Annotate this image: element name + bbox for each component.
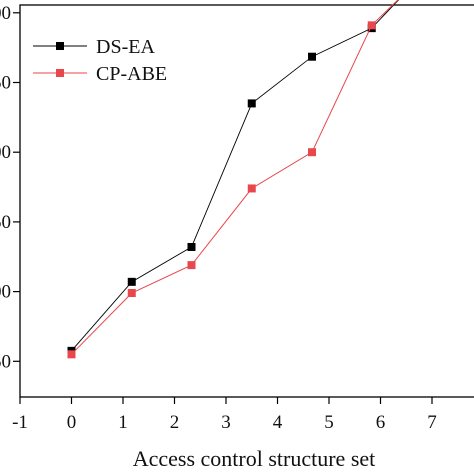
data-point-cp-abe <box>67 350 76 359</box>
y-tick-label: 300 <box>0 3 11 24</box>
data-point-cp-abe <box>247 184 256 193</box>
x-tick-label: 1 <box>118 412 128 433</box>
y-tick-label: 150 <box>0 212 11 233</box>
x-axis-title: Access control structure set <box>133 446 376 471</box>
x-tick-label: 2 <box>170 412 180 433</box>
y-tick-label: 50 <box>0 351 11 372</box>
plot-frame <box>19 4 474 398</box>
x-tick-label: -1 <box>12 412 28 433</box>
data-point-cp-abe <box>127 288 136 297</box>
x-tick-label: 4 <box>273 412 283 433</box>
y-tick-label: 200 <box>0 142 11 163</box>
data-point-cp-abe <box>367 21 376 30</box>
data-point-cp-abe <box>187 261 196 270</box>
data-point-ds-ea <box>247 99 256 108</box>
x-tick-label: 7 <box>427 412 437 433</box>
data-point-ds-ea <box>308 52 317 61</box>
x-tick-label: 5 <box>324 412 334 433</box>
legend-label: CP-ABE <box>96 63 167 85</box>
y-tick-label: 100 <box>0 282 11 303</box>
data-point-ds-ea <box>187 242 196 251</box>
data-point-cp-abe <box>308 148 317 157</box>
legend-marker <box>56 69 64 77</box>
y-tick-label: 250 <box>0 73 11 94</box>
x-tick-label: 6 <box>376 412 386 433</box>
x-tick-label: 3 <box>221 412 231 433</box>
x-tick-label: 0 <box>67 412 77 433</box>
legend-marker <box>56 42 64 50</box>
data-point-ds-ea <box>127 277 136 286</box>
legend-label: DS-EA <box>96 36 155 58</box>
